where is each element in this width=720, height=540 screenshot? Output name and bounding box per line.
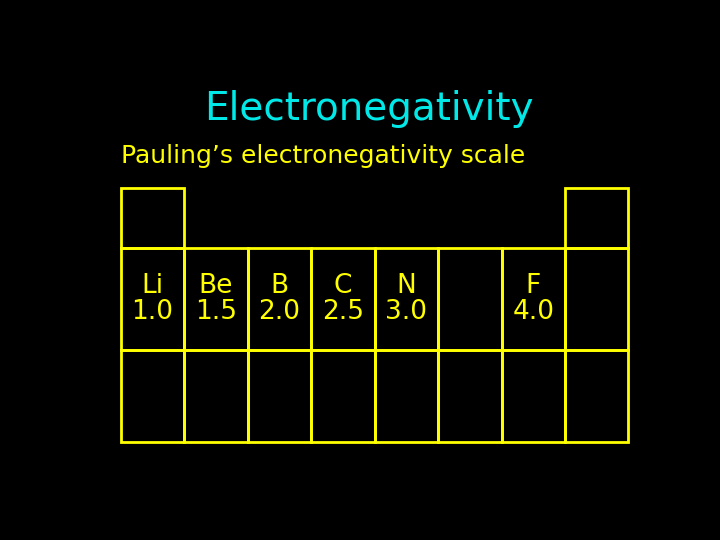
Bar [184, 248, 248, 350]
Bar [121, 188, 184, 248]
Text: Pauling’s electronegativity scale: Pauling’s electronegativity scale [121, 144, 525, 167]
Bar [374, 350, 438, 442]
Bar [311, 248, 374, 350]
Text: B: B [270, 273, 289, 299]
Text: N: N [397, 273, 416, 299]
Text: F: F [526, 273, 541, 299]
Text: C: C [333, 273, 352, 299]
Bar [121, 248, 184, 350]
Text: 2.5: 2.5 [322, 299, 364, 325]
Bar [502, 350, 565, 442]
Text: Be: Be [199, 273, 233, 299]
Bar [438, 248, 502, 350]
Bar [184, 350, 248, 442]
Bar [565, 188, 629, 248]
Text: 3.0: 3.0 [385, 299, 427, 325]
Bar [565, 248, 629, 350]
Bar [248, 350, 311, 442]
Bar [438, 350, 502, 442]
Text: 4.0: 4.0 [512, 299, 554, 325]
Text: 2.0: 2.0 [258, 299, 300, 325]
Text: Li: Li [141, 273, 163, 299]
Bar [248, 248, 311, 350]
Text: 1.0: 1.0 [132, 299, 174, 325]
Bar [374, 248, 438, 350]
Text: Electronegativity: Electronegativity [204, 91, 534, 129]
Bar [121, 350, 184, 442]
Text: 1.5: 1.5 [195, 299, 237, 325]
Bar [565, 350, 629, 442]
Bar [502, 248, 565, 350]
Bar [311, 350, 374, 442]
